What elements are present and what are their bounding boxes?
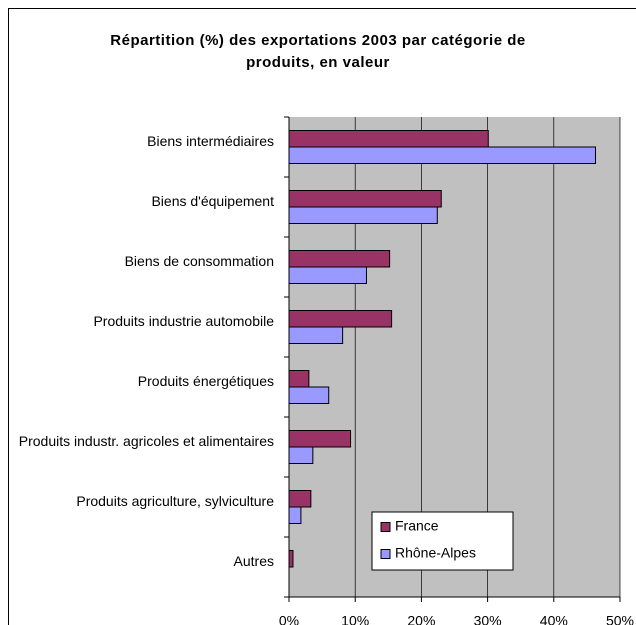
y-tick-label: Biens de consommation	[4, 251, 274, 271]
bar	[288, 550, 294, 568]
bar	[288, 146, 597, 164]
bar	[288, 206, 438, 224]
bar	[288, 430, 352, 448]
legend-box	[371, 511, 514, 571]
y-tick-label-text: Biens de consommation	[124, 253, 274, 269]
bar	[288, 446, 314, 464]
x-tick-label: 10%	[341, 613, 369, 625]
y-tick-label-text: Produits énergétiques	[137, 373, 274, 389]
bar	[288, 490, 312, 508]
y-tick-label: Produits agriculture, sylviculture	[4, 491, 274, 511]
legend-label: France	[395, 518, 439, 534]
bar	[288, 386, 330, 404]
y-tick-label: Produits énergétiques	[4, 371, 274, 391]
legend-swatch	[380, 522, 391, 532]
legend-label: Rhône-Alpes	[395, 545, 476, 561]
x-tick-label: 40%	[540, 613, 568, 625]
bar	[288, 506, 302, 524]
y-tick-label-text: Produits industrie automobile	[93, 313, 274, 329]
y-tick-label: Biens d'équipement	[4, 191, 274, 211]
y-tick-label-text: Produits agriculture, sylviculture	[76, 493, 274, 509]
x-tick-label: 50%	[606, 613, 634, 625]
bar	[288, 310, 393, 328]
y-tick-label: Biens intermédiaires	[4, 131, 274, 151]
bar	[288, 190, 442, 208]
y-tick-label-text: Produits industr. agricoles et alimentai…	[18, 433, 274, 449]
x-tick-label: 30%	[474, 613, 502, 625]
y-tick-label: Autres	[4, 551, 274, 571]
legend-swatch	[380, 549, 391, 559]
x-tick-label: 0%	[279, 613, 299, 625]
bar	[288, 130, 489, 148]
y-tick-label-text: Biens d'équipement	[151, 193, 274, 209]
bar	[288, 370, 310, 388]
y-tick-label-text: Autres	[233, 553, 274, 569]
bar	[288, 266, 367, 284]
bar	[288, 250, 391, 268]
y-tick-label: Produits industrie automobile	[4, 311, 274, 331]
y-tick-label-text: Biens intermédiaires	[147, 133, 274, 149]
x-tick-label: 20%	[407, 613, 435, 625]
bar	[288, 326, 344, 344]
y-tick-label: Produits industr. agricoles et alimentai…	[4, 431, 274, 451]
chart-border	[8, 8, 636, 625]
chart-title: Répartition (%) des exportations 2003 pa…	[110, 32, 526, 71]
